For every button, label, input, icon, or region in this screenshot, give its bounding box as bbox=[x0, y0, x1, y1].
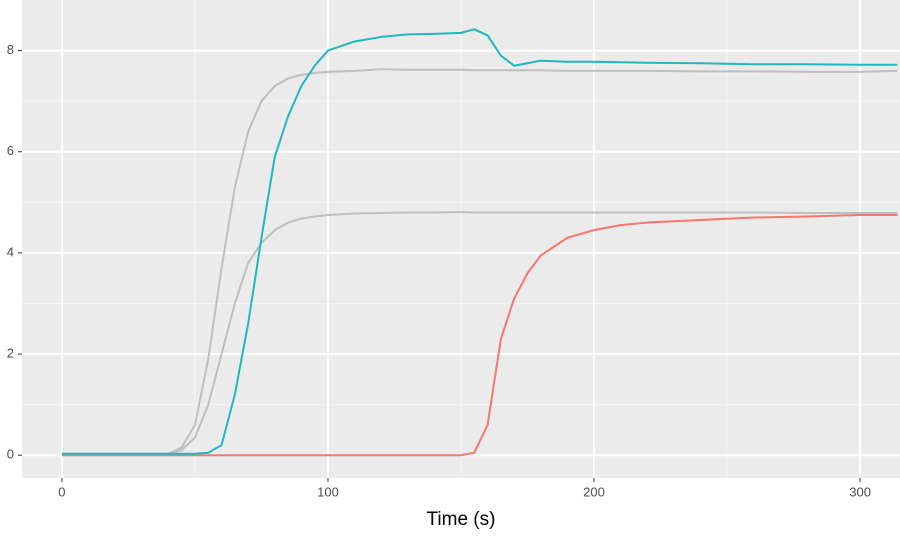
x-tick-label: 100 bbox=[317, 484, 339, 499]
series-line bbox=[61, 28, 898, 455]
x-tick-label: 200 bbox=[583, 484, 605, 499]
x-tick-label: 300 bbox=[849, 484, 871, 499]
y-tick-label: 4 bbox=[7, 244, 14, 259]
series-line bbox=[61, 210, 898, 455]
y-tick-label: 0 bbox=[7, 447, 14, 462]
x-tick-label: 0 bbox=[58, 484, 65, 499]
y-tick-label: 6 bbox=[7, 143, 14, 158]
series-line bbox=[61, 68, 898, 455]
series-line bbox=[61, 213, 898, 457]
y-tick-label: 2 bbox=[7, 346, 14, 361]
x-axis-title: Time (s) bbox=[427, 509, 496, 530]
y-tick-label: 8 bbox=[7, 42, 14, 57]
